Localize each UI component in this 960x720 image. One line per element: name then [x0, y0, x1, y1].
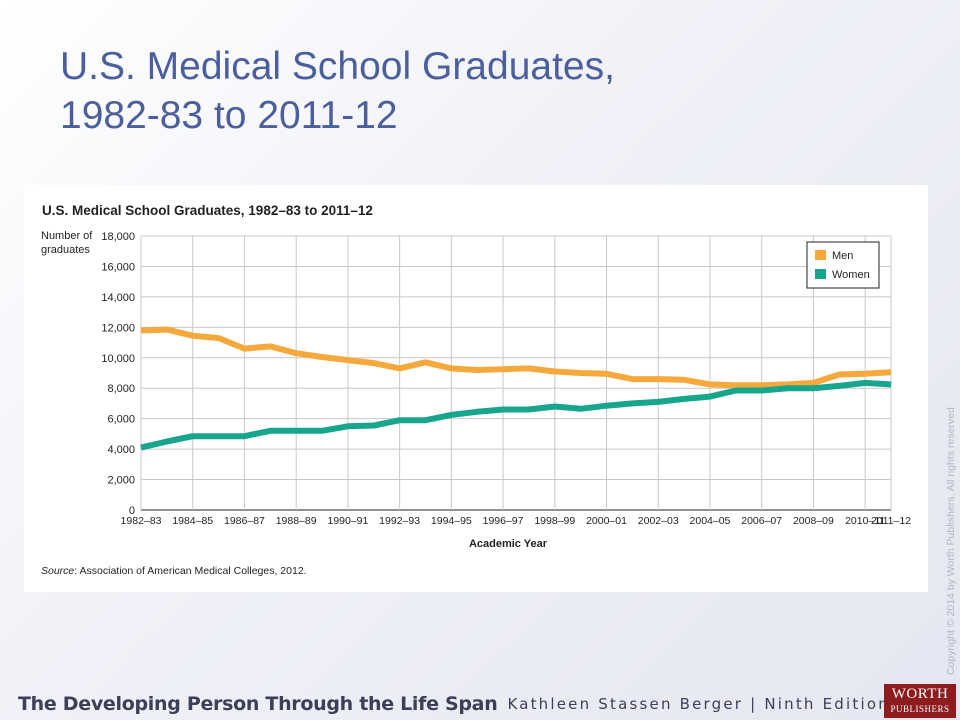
legend-label-men: Men: [832, 250, 853, 262]
y-axis-label-line1: Number of: [41, 230, 93, 242]
x-tick-label: 2000–01: [586, 515, 627, 527]
slide-title-line1: U.S. Medical School Graduates,: [60, 45, 615, 88]
logo-line2: PUBLISHERS: [890, 704, 950, 714]
x-tick-label: 1996–97: [483, 515, 524, 527]
legend-label-women: Women: [832, 269, 870, 281]
chart-title: U.S. Medical School Graduates, 1982–83 t…: [42, 203, 373, 218]
series-line-men: [140, 326, 892, 389]
legend-swatch-women: [815, 269, 826, 279]
x-tick-label: 1992–93: [379, 515, 420, 527]
series-line-women: [140, 379, 892, 451]
y-tick-label: 12,000: [101, 322, 135, 334]
x-tick-label: 1990–91: [327, 515, 368, 527]
slide-title-line2: 1982-83 to 2011-12: [60, 94, 398, 137]
y-tick-label: 0: [129, 505, 135, 517]
y-tick-label: 16,000: [101, 261, 135, 273]
legend: Men Women: [806, 241, 880, 289]
y-tick-label: 4,000: [107, 444, 135, 456]
footer-book-title: The Developing Person Through the Life S…: [18, 693, 498, 715]
x-tick-label: 2010–11: [845, 515, 885, 527]
x-tick-label: 1998–99: [534, 515, 575, 527]
x-tick-label: 2006–07: [741, 515, 782, 527]
x-tick-label: 2004–05: [690, 515, 731, 527]
x-tick-label: 1986–87: [224, 515, 265, 527]
chart-panel: U.S. Medical School Graduates, 1982–83 t…: [24, 185, 928, 592]
legend-box: [806, 241, 880, 289]
slide-title: U.S. Medical School Graduates, 1982-83 t…: [60, 42, 615, 140]
copyright-notice: Copyright © 2014 by Worth Publishers. Al…: [945, 407, 957, 675]
source-prefix: Source: [41, 565, 74, 577]
line-chart: U.S. Medical School Graduates, 1982–83 t…: [41, 203, 911, 577]
logo-line1: WORTH: [891, 686, 949, 702]
y-tick-label: 2,000: [107, 475, 135, 487]
source-text: : Association of American Medical Colleg…: [74, 565, 306, 577]
y-tick-label: 14,000: [101, 292, 135, 304]
legend-swatch-men: [815, 250, 826, 260]
x-tick-label: 1982–83: [121, 515, 162, 527]
footer-author-edition: Kathleen Stassen Berger | Ninth Edition: [507, 695, 890, 713]
y-tick-label: 8,000: [107, 383, 135, 395]
y-axis-label-line2: graduates: [41, 244, 90, 256]
worth-publishers-logo: WORTH PUBLISHERS: [884, 684, 956, 718]
footer-bar: The Developing Person Through the Life S…: [0, 688, 960, 720]
x-tick-label: 1988–89: [276, 515, 317, 527]
x-tick-label: 1984–85: [172, 515, 213, 527]
x-tick-label: 2008–09: [793, 515, 834, 527]
x-axis-label: Academic Year: [469, 538, 548, 550]
x-tick-label: 1994–95: [431, 515, 472, 527]
y-tick-label: 18,000: [101, 231, 135, 243]
chart-source: Source: Association of American Medical …: [41, 565, 307, 577]
x-tick-label: 2002–03: [638, 515, 679, 527]
y-tick-label: 10,000: [101, 353, 135, 365]
y-tick-label: 6,000: [107, 414, 135, 426]
x-tick-label: 2011–12: [871, 515, 911, 527]
plot-frame: [140, 235, 892, 511]
